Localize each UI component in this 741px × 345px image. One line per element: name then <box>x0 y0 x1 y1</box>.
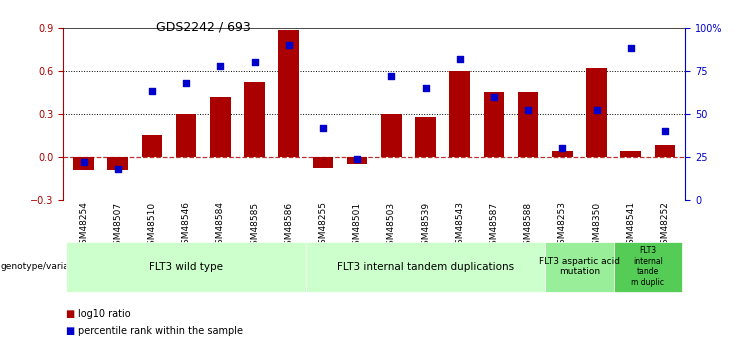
Bar <box>552 151 573 157</box>
Point <box>351 156 363 161</box>
Point <box>453 56 465 61</box>
Bar <box>142 135 162 157</box>
Bar <box>245 82 265 157</box>
Point <box>112 166 124 172</box>
Point <box>591 108 602 113</box>
Point <box>522 108 534 113</box>
Point <box>385 73 397 79</box>
Point <box>419 85 431 91</box>
Text: FLT3 aspartic acid
mutation: FLT3 aspartic acid mutation <box>539 257 620 276</box>
Text: ■: ■ <box>65 326 74 336</box>
Bar <box>518 92 539 157</box>
Bar <box>415 117 436 157</box>
Point <box>78 159 90 165</box>
Bar <box>450 71 470 157</box>
Bar <box>279 30 299 157</box>
Bar <box>176 114 196 157</box>
Bar <box>210 97 230 157</box>
Bar <box>73 157 94 170</box>
Bar <box>347 157 368 164</box>
Bar <box>107 157 128 170</box>
Bar <box>484 92 504 157</box>
Text: FLT3
internal
tande
m duplic: FLT3 internal tande m duplic <box>631 246 664 287</box>
Point <box>283 42 295 48</box>
Text: GDS2242 / 693: GDS2242 / 693 <box>156 21 251 34</box>
Point <box>625 46 637 51</box>
Bar <box>381 114 402 157</box>
Point <box>214 63 226 68</box>
Point <box>317 125 329 130</box>
Bar <box>620 151 641 157</box>
Point <box>659 128 671 134</box>
Point <box>180 80 192 86</box>
Bar <box>586 68 607 157</box>
Point <box>556 146 568 151</box>
Bar <box>313 157 333 168</box>
Text: genotype/variation: genotype/variation <box>1 262 87 271</box>
Point <box>488 94 500 99</box>
Text: percentile rank within the sample: percentile rank within the sample <box>78 326 243 336</box>
Point <box>146 89 158 94</box>
Text: ■: ■ <box>65 309 74 319</box>
Text: FLT3 internal tandem duplications: FLT3 internal tandem duplications <box>337 262 514 272</box>
Bar <box>654 146 675 157</box>
Text: FLT3 wild type: FLT3 wild type <box>149 262 223 272</box>
Text: log10 ratio: log10 ratio <box>78 309 130 319</box>
Point <box>248 59 260 65</box>
